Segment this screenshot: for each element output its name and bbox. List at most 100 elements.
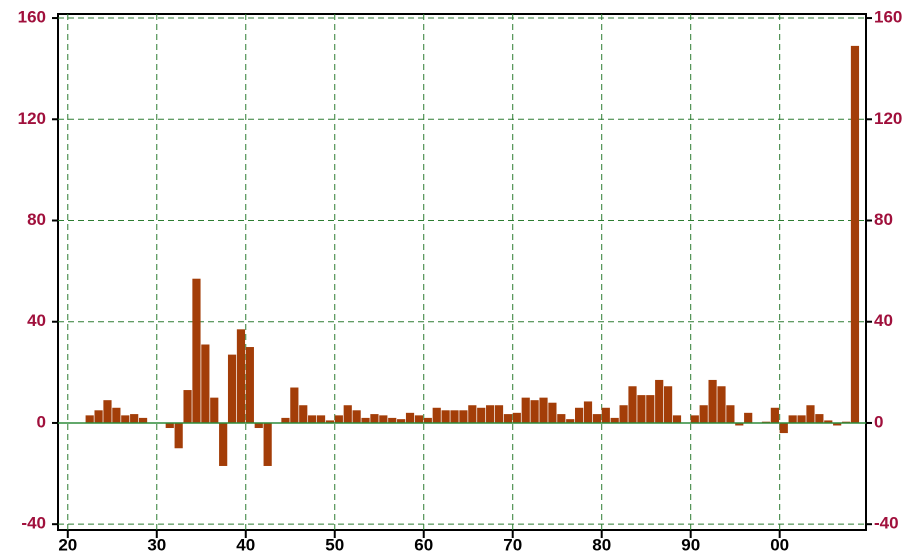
bar xyxy=(290,387,299,423)
y-tick-label: 160 xyxy=(18,8,46,27)
bar xyxy=(432,407,441,423)
bar xyxy=(361,417,370,423)
labels: -40 0 40 80 120 160 -40 0 40 80 120 160 20 30 40 50 60 70… xyxy=(18,8,903,554)
y-tick-label: 0 xyxy=(37,412,46,431)
bar xyxy=(672,415,682,423)
bar xyxy=(450,410,459,423)
grid xyxy=(52,14,872,538)
bar xyxy=(281,417,290,423)
bar xyxy=(770,407,779,423)
x-tick-label: 00 xyxy=(770,535,789,554)
bar xyxy=(85,415,94,423)
bar xyxy=(566,419,575,423)
bar xyxy=(441,410,450,423)
bar xyxy=(610,417,619,423)
bar xyxy=(824,420,833,423)
bar xyxy=(112,407,121,423)
bar xyxy=(717,386,726,423)
bar xyxy=(557,414,566,423)
bar xyxy=(245,347,254,423)
bar xyxy=(227,354,237,423)
bar xyxy=(343,405,352,423)
bar xyxy=(121,415,130,423)
x-tick-label: 40 xyxy=(236,535,255,554)
bar xyxy=(637,395,646,423)
x-tick-label: 80 xyxy=(592,535,611,554)
bar xyxy=(130,414,139,423)
bar xyxy=(575,407,584,423)
bar xyxy=(138,417,148,423)
bar xyxy=(459,410,468,423)
bar xyxy=(797,415,806,423)
bar xyxy=(726,405,735,423)
bar xyxy=(165,422,174,429)
y2-tick-label: 0 xyxy=(874,412,883,431)
bar xyxy=(779,422,788,434)
bar xyxy=(254,422,263,429)
bar xyxy=(423,417,432,423)
bar xyxy=(219,422,228,466)
x-tick-label: 20 xyxy=(58,535,77,554)
bar xyxy=(201,344,210,423)
bar xyxy=(379,415,388,423)
bar xyxy=(325,420,335,423)
bar xyxy=(334,415,343,423)
bar xyxy=(316,415,326,423)
bar xyxy=(210,397,219,423)
bar xyxy=(236,329,246,423)
bar xyxy=(370,414,379,423)
bar xyxy=(592,414,601,423)
bar xyxy=(708,379,717,423)
bars xyxy=(58,45,866,466)
y-tick-label: 40 xyxy=(27,311,46,330)
bar xyxy=(788,415,797,423)
y-tick-label: -40 xyxy=(21,514,46,533)
bar xyxy=(833,422,842,426)
y2-tick-label: 120 xyxy=(874,109,902,128)
bar xyxy=(414,415,424,423)
bar xyxy=(744,412,753,423)
bar xyxy=(664,386,673,423)
bar xyxy=(308,415,317,423)
plot-frame xyxy=(57,13,867,531)
y2-tick-label: -40 xyxy=(874,514,899,533)
bar xyxy=(397,419,406,423)
bar xyxy=(583,401,593,423)
y-tick-label: 80 xyxy=(27,210,46,229)
bar xyxy=(477,407,486,423)
bar xyxy=(806,405,815,423)
bar xyxy=(183,390,192,423)
bar xyxy=(530,400,539,423)
bar xyxy=(850,45,860,423)
bar xyxy=(699,405,708,423)
y-tick-label: 120 xyxy=(18,109,46,128)
bar xyxy=(103,400,112,423)
bar xyxy=(486,405,495,423)
x-tick-label: 60 xyxy=(414,535,433,554)
y2-tick-label: 160 xyxy=(874,8,902,27)
x-tick-label: 50 xyxy=(325,535,344,554)
bar xyxy=(263,422,272,466)
bar xyxy=(299,405,308,423)
bar xyxy=(174,422,183,449)
bar xyxy=(192,278,201,423)
bar xyxy=(521,397,530,423)
bar xyxy=(735,422,744,426)
bar xyxy=(601,407,610,423)
bar xyxy=(646,395,655,423)
bar xyxy=(512,412,521,423)
y2-tick-label: 40 xyxy=(874,311,893,330)
bar xyxy=(352,410,361,423)
bar xyxy=(494,405,504,423)
bar xyxy=(503,414,513,423)
y2-tick-label: 80 xyxy=(874,210,893,229)
x-tick-label: 70 xyxy=(503,535,522,554)
bar xyxy=(628,386,637,423)
bar xyxy=(94,410,103,423)
bar xyxy=(405,412,415,423)
bar xyxy=(548,402,557,423)
bar xyxy=(815,414,824,423)
bar xyxy=(655,379,664,423)
bar xyxy=(468,405,477,423)
